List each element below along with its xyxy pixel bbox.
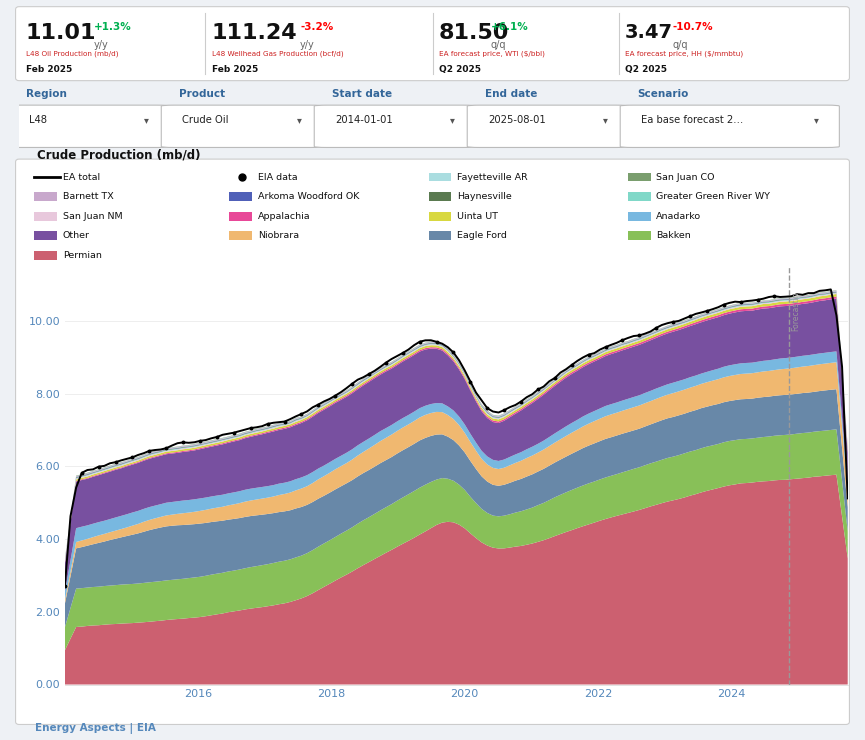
FancyBboxPatch shape (9, 105, 170, 147)
Text: Niobrara: Niobrara (258, 231, 299, 240)
Text: ▾: ▾ (603, 115, 608, 126)
Text: 81.50: 81.50 (439, 23, 509, 43)
Text: Anadarko: Anadarko (657, 212, 702, 221)
Text: Permian: Permian (63, 251, 102, 260)
Text: Ea base forecast 2…: Ea base forecast 2… (641, 115, 743, 126)
Text: EA total: EA total (63, 172, 100, 181)
Text: 2014-01-01: 2014-01-01 (335, 115, 393, 126)
Text: y/y: y/y (300, 40, 315, 50)
Text: Start date: Start date (331, 89, 392, 98)
Bar (35, 231, 57, 240)
FancyBboxPatch shape (314, 105, 476, 147)
Text: ▾: ▾ (450, 115, 455, 126)
Text: Greater Green River WY: Greater Green River WY (657, 192, 771, 201)
Text: End date: End date (484, 89, 537, 98)
Bar (429, 192, 452, 201)
Text: Product: Product (179, 89, 225, 98)
Bar (35, 212, 57, 221)
Bar (429, 212, 452, 221)
Bar (628, 192, 650, 201)
Text: q/q: q/q (672, 40, 688, 50)
Text: Feb 2025: Feb 2025 (212, 65, 258, 75)
Bar (229, 212, 253, 221)
Text: +1.3%: +1.3% (93, 22, 131, 32)
Text: Feb 2025: Feb 2025 (26, 65, 72, 75)
Text: ▾: ▾ (297, 115, 302, 126)
Bar (429, 172, 452, 181)
Text: 2025-08-01: 2025-08-01 (488, 115, 546, 126)
Text: L48 Wellhead Gas Production (bcf/d): L48 Wellhead Gas Production (bcf/d) (212, 50, 343, 57)
FancyBboxPatch shape (467, 105, 629, 147)
Bar (628, 231, 650, 240)
Text: y/y: y/y (93, 40, 108, 50)
Text: -10.7%: -10.7% (672, 22, 713, 32)
Text: Arkoma Woodford OK: Arkoma Woodford OK (258, 192, 359, 201)
Text: +6.1%: +6.1% (490, 22, 529, 32)
Bar (628, 172, 650, 181)
Bar (628, 212, 650, 221)
Text: -3.2%: -3.2% (300, 22, 333, 32)
Text: Barnett TX: Barnett TX (63, 192, 113, 201)
FancyBboxPatch shape (620, 105, 839, 147)
Text: Crude Oil: Crude Oil (182, 115, 228, 126)
Text: 111.24: 111.24 (212, 23, 298, 43)
Text: Region: Region (26, 89, 67, 98)
Bar (35, 251, 57, 260)
Bar (35, 192, 57, 201)
Text: EA forecast price, HH ($/mmbtu): EA forecast price, HH ($/mmbtu) (625, 50, 743, 57)
Text: Bakken: Bakken (657, 231, 691, 240)
Bar (429, 231, 452, 240)
Text: Other: Other (63, 231, 90, 240)
Text: Q2 2025: Q2 2025 (439, 65, 481, 75)
Text: L48: L48 (29, 115, 47, 126)
Text: Energy Aspects | EIA: Energy Aspects | EIA (35, 723, 156, 734)
Text: Haynesville: Haynesville (458, 192, 512, 201)
Text: 11.01: 11.01 (26, 23, 96, 43)
Text: ▾: ▾ (144, 115, 149, 126)
Bar (229, 231, 253, 240)
FancyBboxPatch shape (161, 105, 323, 147)
Text: 3.47: 3.47 (625, 23, 673, 42)
Bar (229, 192, 253, 201)
Text: Uinta UT: Uinta UT (458, 212, 498, 221)
Text: Crude Production (mb/d): Crude Production (mb/d) (37, 148, 201, 161)
Text: EIA data: EIA data (258, 172, 298, 181)
Text: San Juan CO: San Juan CO (657, 172, 714, 181)
Text: Scenario: Scenario (638, 89, 689, 98)
Text: Fayetteville AR: Fayetteville AR (458, 172, 528, 181)
Text: Q2 2025: Q2 2025 (625, 65, 667, 75)
Text: Appalachia: Appalachia (258, 212, 311, 221)
Text: Forecastin: Forecastin (791, 292, 801, 332)
Text: EA forecast price, WTI ($/bbl): EA forecast price, WTI ($/bbl) (439, 50, 545, 57)
Text: L48 Oil Production (mb/d): L48 Oil Production (mb/d) (26, 50, 119, 57)
Text: San Juan NM: San Juan NM (63, 212, 123, 221)
Text: q/q: q/q (490, 40, 506, 50)
Text: ▾: ▾ (814, 115, 818, 126)
Text: Eagle Ford: Eagle Ford (458, 231, 507, 240)
